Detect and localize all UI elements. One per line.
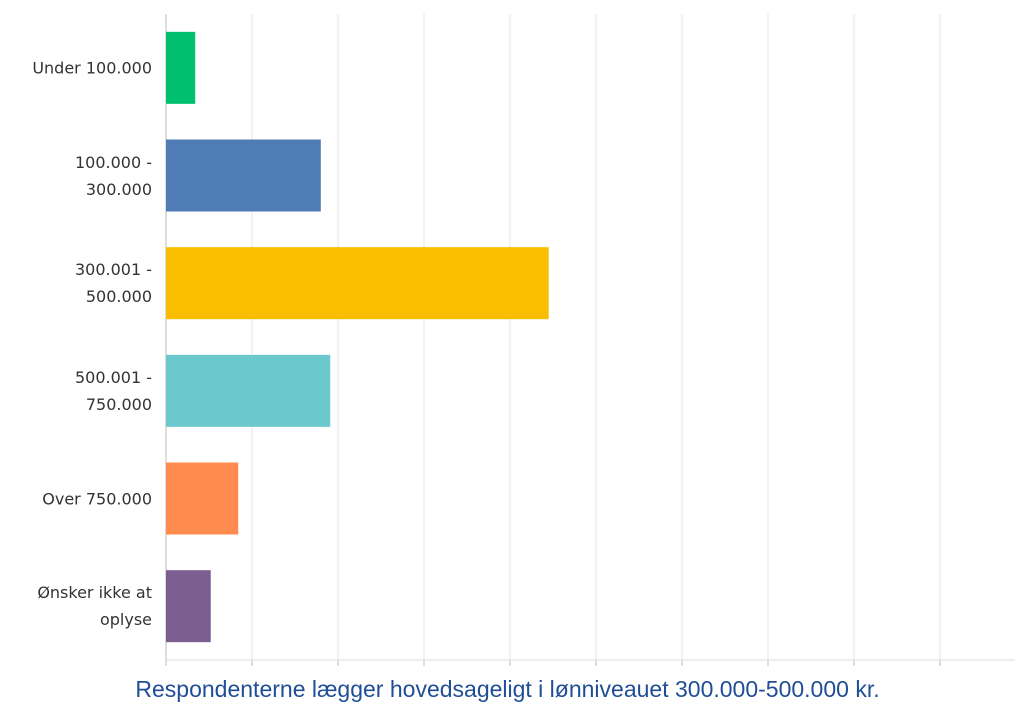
bar bbox=[166, 31, 196, 104]
bar bbox=[166, 354, 331, 427]
caption: Respondenterne lægger hovedsageligt i lø… bbox=[135, 676, 880, 702]
bar bbox=[166, 570, 211, 643]
y-tick-label: Under 100.000 bbox=[32, 58, 152, 78]
y-tick-label: 100.000 - 300.000 bbox=[74, 152, 152, 199]
y-tick-label: 500.001 - 750.000 bbox=[74, 367, 152, 414]
bar bbox=[166, 139, 321, 212]
y-tick-label: Ønsker ikke at oplyse bbox=[37, 583, 152, 630]
bar bbox=[166, 247, 549, 320]
bar bbox=[166, 462, 239, 535]
y-tick-label: Over 750.000 bbox=[42, 489, 152, 508]
y-tick-label: 300.001 - 500.000 bbox=[74, 260, 152, 307]
